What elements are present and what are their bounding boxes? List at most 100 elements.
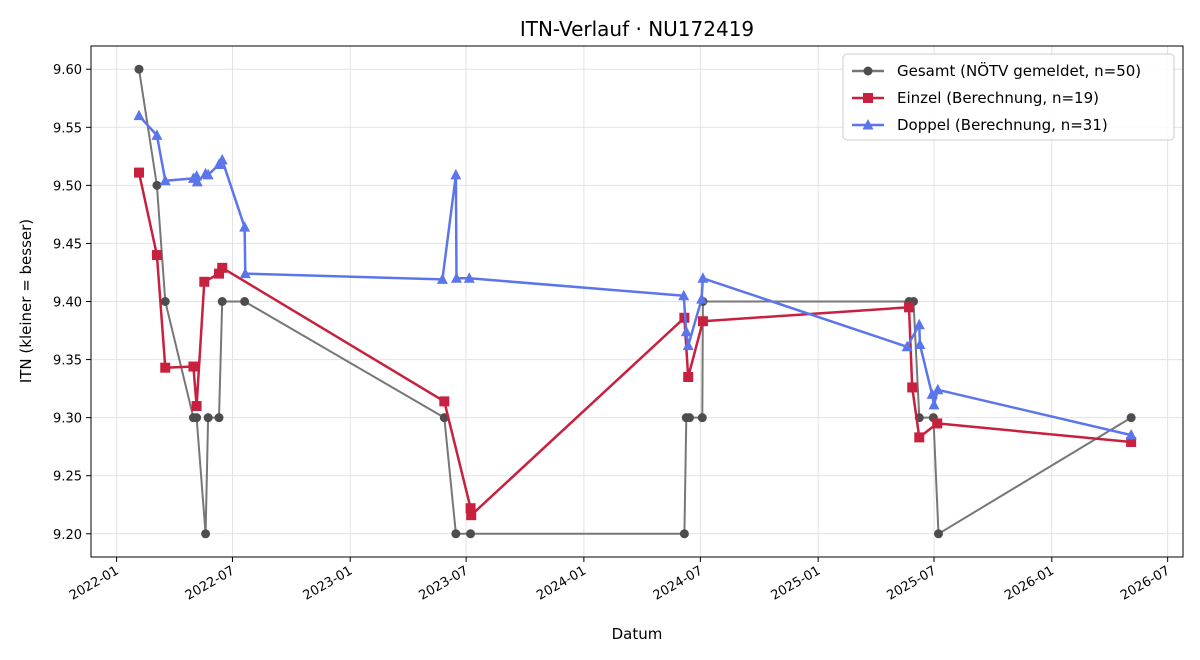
legend-item: Einzel (Berechnung, n=19) bbox=[852, 89, 1099, 107]
data-point bbox=[152, 180, 162, 190]
x-tick-label: 2025-07 bbox=[884, 563, 939, 603]
series-group bbox=[133, 64, 1137, 539]
y-tick-label: 9.25 bbox=[53, 470, 82, 485]
chart-title: ITN-Verlauf · NU172419 bbox=[520, 17, 754, 41]
data-point bbox=[696, 293, 708, 304]
y-tick-label: 9.35 bbox=[53, 354, 82, 369]
data-point bbox=[450, 168, 462, 180]
legend-swatch-marker bbox=[863, 66, 873, 76]
data-point bbox=[907, 382, 918, 393]
x-tick-label: 2024-07 bbox=[651, 563, 706, 603]
data-point bbox=[159, 174, 171, 186]
data-point bbox=[465, 503, 476, 514]
data-point bbox=[217, 262, 228, 273]
data-point bbox=[191, 401, 202, 412]
data-point bbox=[463, 272, 475, 283]
x-axis: 2022-01 2022-07 2023-01 2023-07 2024-01 2024-… bbox=[67, 557, 1173, 604]
data-point bbox=[134, 64, 144, 74]
legend-swatch-marker bbox=[863, 93, 873, 103]
legend-item: Gesamt (NÖTV gemeldet, n=50) bbox=[852, 61, 1141, 80]
data-point bbox=[191, 175, 203, 187]
data-point bbox=[191, 170, 203, 181]
data-point bbox=[1125, 429, 1137, 440]
data-point bbox=[214, 268, 225, 279]
data-point bbox=[901, 340, 913, 352]
data-point bbox=[904, 302, 915, 313]
data-point bbox=[466, 510, 477, 521]
y-tick-label: 9.40 bbox=[53, 296, 82, 311]
data-point bbox=[133, 109, 145, 121]
x-tick-label: 2025-01 bbox=[769, 563, 824, 603]
grid bbox=[91, 46, 1183, 557]
legend-swatch-marker bbox=[862, 119, 874, 130]
data-point bbox=[678, 289, 690, 301]
data-point bbox=[933, 529, 943, 539]
data-point bbox=[199, 276, 210, 287]
data-point bbox=[160, 297, 170, 306]
data-point bbox=[239, 221, 251, 232]
legend-label: Doppel (Berechnung, n=31) bbox=[897, 116, 1108, 134]
data-point bbox=[214, 413, 224, 423]
data-point bbox=[932, 418, 943, 429]
data-point bbox=[1126, 413, 1136, 423]
x-tick-label: 2022-01 bbox=[67, 563, 122, 603]
y-axis-label: ITN (kleiner = besser) bbox=[17, 219, 35, 383]
data-point bbox=[680, 325, 692, 337]
legend-label: Gesamt (NÖTV gemeldet, n=50) bbox=[897, 61, 1141, 80]
data-point bbox=[1126, 437, 1137, 448]
data-point bbox=[192, 413, 202, 423]
data-point bbox=[928, 398, 940, 410]
data-point bbox=[451, 529, 461, 539]
data-point bbox=[160, 362, 171, 373]
y-tick-label: 9.20 bbox=[53, 528, 82, 543]
data-point bbox=[682, 339, 694, 351]
series-line bbox=[137, 172, 1132, 517]
data-point bbox=[217, 297, 227, 306]
data-point bbox=[240, 297, 250, 306]
data-point bbox=[188, 361, 199, 372]
x-tick-label: 2022-07 bbox=[183, 563, 238, 603]
data-point bbox=[439, 396, 450, 407]
legend: Gesamt (NÖTV gemeldet, n=50) Einzel (Bere… bbox=[842, 53, 1175, 141]
y-tick-label: 9.45 bbox=[53, 237, 82, 252]
x-tick-label: 2026-07 bbox=[1118, 563, 1173, 603]
data-point bbox=[466, 529, 476, 539]
data-point bbox=[134, 167, 145, 178]
x-tick-label: 2024-01 bbox=[534, 563, 589, 603]
x-tick-label: 2023-07 bbox=[417, 563, 472, 603]
y-tick-label: 9.60 bbox=[53, 63, 82, 78]
series-square bbox=[134, 167, 1137, 521]
data-point bbox=[239, 267, 251, 279]
data-point bbox=[914, 338, 926, 349]
data-point bbox=[914, 432, 925, 443]
legend-item: Doppel (Berechnung, n=31) bbox=[852, 116, 1108, 134]
legend-box bbox=[842, 53, 1175, 141]
data-point bbox=[683, 371, 694, 382]
data-point bbox=[201, 529, 211, 539]
series-line bbox=[138, 114, 1132, 437]
data-point bbox=[684, 413, 694, 423]
legend-label: Einzel (Berechnung, n=19) bbox=[897, 89, 1099, 107]
data-point bbox=[203, 413, 213, 423]
series-triangle bbox=[133, 109, 1137, 440]
y-axis: 9.20 9.25 9.30 9.35 9.40 9.45 9.50 9.55 9.60 bbox=[53, 63, 91, 543]
data-point bbox=[202, 168, 214, 180]
data-point bbox=[926, 388, 938, 399]
data-point bbox=[151, 129, 163, 140]
data-point bbox=[697, 316, 708, 327]
data-point bbox=[932, 383, 944, 395]
data-point bbox=[679, 529, 689, 539]
data-point bbox=[436, 273, 448, 284]
data-point bbox=[913, 318, 925, 330]
series-circle bbox=[134, 64, 1136, 539]
data-point bbox=[697, 413, 707, 423]
x-tick-label: 2023-01 bbox=[301, 563, 356, 603]
y-tick-label: 9.55 bbox=[53, 121, 82, 136]
y-tick-label: 9.50 bbox=[53, 179, 82, 194]
x-tick-label: 2026-01 bbox=[1002, 563, 1057, 603]
data-point bbox=[216, 153, 228, 165]
data-point bbox=[151, 250, 162, 261]
x-axis-label: Datum bbox=[612, 625, 663, 643]
data-point bbox=[697, 272, 709, 283]
